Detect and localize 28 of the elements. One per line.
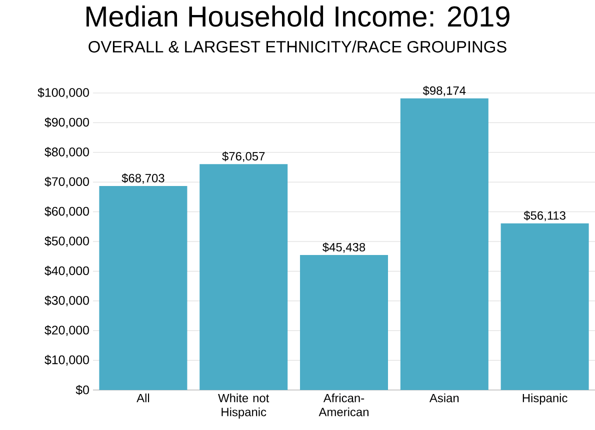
data-label: $56,113 — [524, 210, 566, 222]
x-tick-label: White not Hispanic — [218, 394, 270, 419]
y-tick-label: $80,000 — [44, 146, 89, 158]
bar — [400, 98, 488, 390]
bar — [200, 164, 288, 390]
y-tick-label: $40,000 — [44, 266, 89, 277]
y-tick-label: $10,000 — [44, 354, 89, 366]
x-tick-label: All — [136, 394, 150, 402]
bar — [500, 223, 589, 390]
chart-subtitle: OVERALL & LARGEST ETHNICITY/RACE GROUPINGS — [88, 40, 506, 53]
chart-title: Median Household Income: 2019 — [86, 6, 510, 27]
y-tick-label: $20,000 — [44, 325, 89, 336]
y-tick-label: $70,000 — [44, 176, 89, 188]
bar — [99, 186, 188, 390]
data-label: $68,703 — [122, 173, 164, 184]
y-tick-label: $30,000 — [44, 295, 89, 306]
bar — [300, 255, 388, 390]
y-tick-label: $60,000 — [44, 206, 89, 218]
y-tick-label: $100,000 — [38, 88, 89, 98]
x-tick-label: Hispanic — [522, 394, 568, 405]
data-label: $98,174 — [422, 86, 466, 96]
x-tick-label: Asian — [429, 394, 459, 402]
y-tick-label: $0 — [76, 384, 89, 396]
y-tick-label: $50,000 — [44, 236, 89, 247]
data-label: $45,438 — [322, 242, 366, 253]
y-tick-label: $90,000 — [44, 117, 89, 128]
x-tick-label: African-American — [318, 394, 368, 416]
data-label: $76,057 — [222, 152, 265, 162]
